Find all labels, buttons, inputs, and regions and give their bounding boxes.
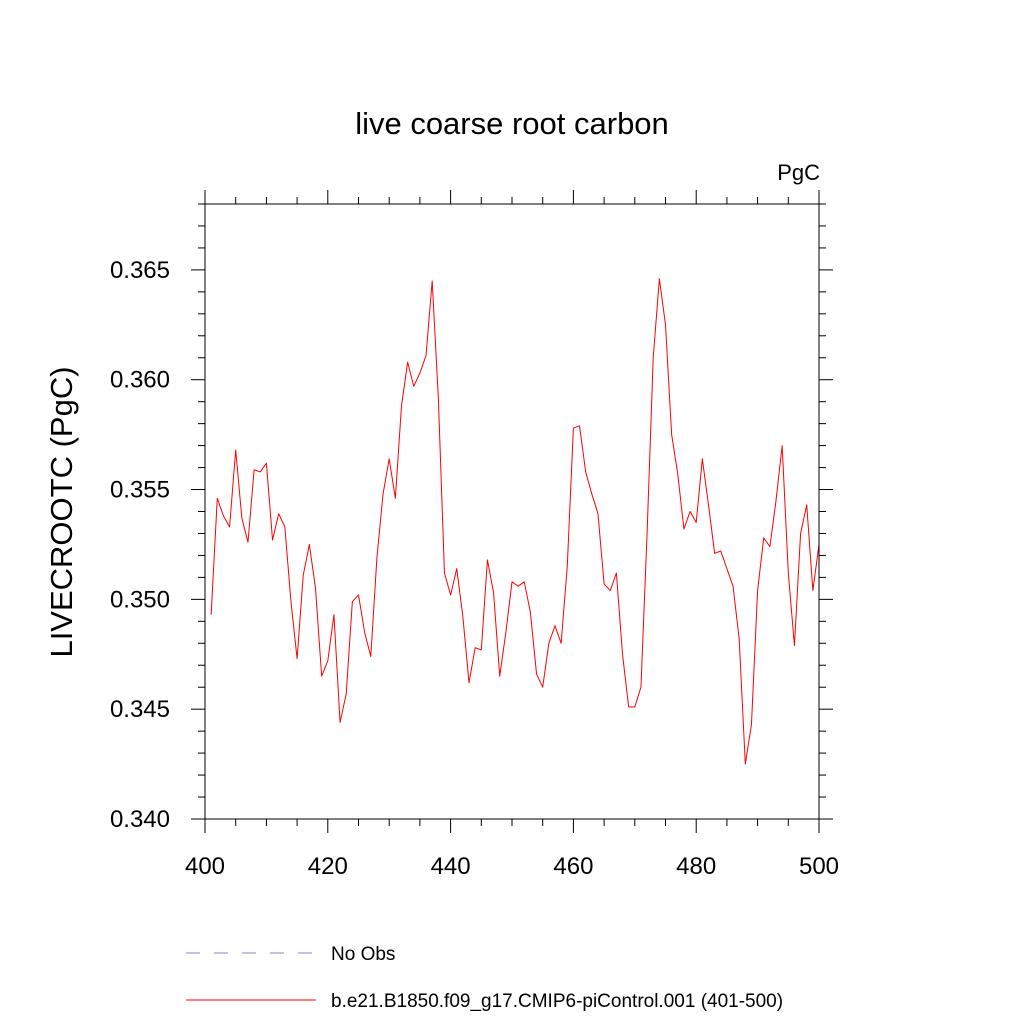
y-axis-label: LIVECROOTC (PgC) — [44, 366, 79, 657]
y-tick-label: 0.365 — [110, 257, 170, 284]
y-tick-label: 0.340 — [110, 806, 170, 833]
chart-title: live coarse root carbon — [355, 106, 669, 141]
legend-label-no-obs: No Obs — [331, 944, 395, 965]
x-tick-label: 400 — [185, 853, 225, 880]
x-tick-label: 420 — [308, 853, 348, 880]
x-tick-label: 500 — [799, 853, 839, 880]
y-tick-label: 0.345 — [110, 696, 170, 723]
legend-label-model-run: b.e21.B1850.f09_g17.CMIP6-piControl.001 … — [331, 991, 783, 1012]
legend: No Obs b.e21.B1850.f09_g17.CMIP6-piContr… — [186, 944, 783, 1012]
x-tick-label: 440 — [431, 853, 471, 880]
y-tick-label: 0.350 — [110, 586, 170, 613]
plot-frame — [204, 203, 820, 820]
units-label: PgC — [777, 160, 820, 185]
y-tick-label: 0.360 — [110, 367, 170, 394]
y-tick-label: 0.355 — [110, 477, 170, 504]
x-tick-label: 460 — [553, 853, 593, 880]
series-line-0 — [210, 278, 820, 765]
x-tick-label: 480 — [676, 853, 716, 880]
